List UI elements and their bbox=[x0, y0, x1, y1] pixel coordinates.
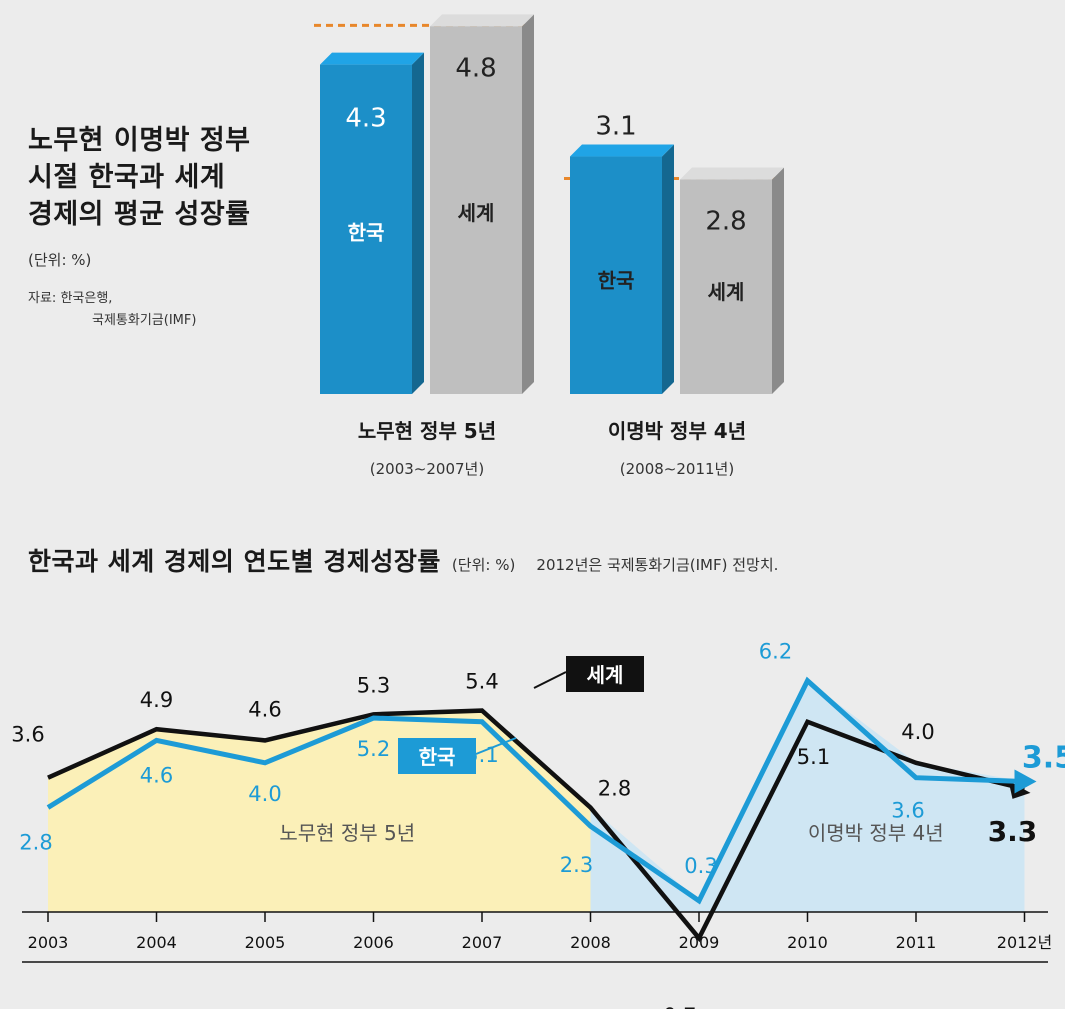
korea-bar-2-series-label: 한국 bbox=[598, 268, 635, 292]
korea-bar-1-series-label: 한국 bbox=[348, 220, 385, 244]
world-bar-1-value-label: 4.8 bbox=[455, 53, 496, 83]
world-value-2011: 4.0 bbox=[901, 720, 934, 744]
world-bar-2-side bbox=[772, 167, 784, 394]
korea-callout-leader bbox=[475, 737, 517, 755]
group-label-2: 이명박 정부 4년 bbox=[608, 419, 746, 443]
world-bar-2-value-label: 2.8 bbox=[705, 207, 746, 237]
korea-end-arrow bbox=[1014, 769, 1037, 794]
korea-line bbox=[46, 676, 1025, 905]
x-tick-label-2006: 2006 bbox=[353, 933, 394, 952]
summary-title-line-1: 노무현 이명박 정부 bbox=[28, 125, 251, 156]
world-bar-1 bbox=[430, 26, 522, 394]
world-bar-1-top bbox=[430, 14, 534, 27]
source-label: 자료: bbox=[28, 291, 57, 306]
summary-title-line-3: 경제의 평균 성장률 bbox=[28, 199, 251, 230]
korea-value-2008: 2.3 bbox=[560, 853, 593, 877]
line-chart: 노무현 정부 5년 이명박 정부 4년 2003 2004 2005 2006 2007 20… bbox=[11, 640, 1065, 1009]
region-lee-fill bbox=[590, 680, 1025, 912]
x-tick-label-2004: 2004 bbox=[136, 933, 177, 952]
korea-bar-1-side bbox=[412, 52, 424, 395]
world-value-2004: 4.9 bbox=[140, 688, 173, 712]
world-value-2003: 3.6 bbox=[11, 723, 44, 747]
korea-callout-box bbox=[398, 738, 476, 774]
world-value-2008: 2.8 bbox=[598, 777, 631, 801]
korea-value-2004: 4.6 bbox=[140, 763, 173, 787]
world-line bbox=[47, 708, 1026, 943]
korea-bar-2-top bbox=[570, 144, 674, 157]
world-value-2005: 4.6 bbox=[248, 697, 281, 721]
summary-title-line-2: 시절 한국과 세계 bbox=[28, 162, 226, 193]
x-tick-label-2009: 2009 bbox=[679, 933, 720, 952]
yearly-chart-heading: 한국과 세계 경제의 연도별 경제성장률 (단위: %) 2012년은 국제통화… bbox=[28, 542, 778, 578]
korea-value-2011: 3.6 bbox=[891, 799, 924, 823]
korea-bar-1-top bbox=[320, 52, 424, 65]
x-tick-label-2008: 2008 bbox=[570, 933, 611, 952]
yearly-chart-note: 2012년은 국제통화기금(IMF) 전망치. bbox=[536, 556, 779, 574]
summary-title-block: 노무현 이명박 정부 시절 한국과 세계 경제의 평균 성장률 (단위: %) … bbox=[28, 122, 251, 332]
world-bar-2-series-label: 세계 bbox=[708, 280, 745, 304]
world-callout-label: 세계 bbox=[587, 663, 624, 687]
world-value-2006: 5.3 bbox=[357, 673, 390, 697]
yearly-chart-title: 한국과 세계 경제의 연도별 경제성장률 bbox=[28, 547, 441, 576]
region-lee-label: 이명박 정부 4년 bbox=[808, 821, 944, 845]
x-tick-label-2003: 2003 bbox=[28, 933, 69, 952]
world-value-2010: 5.1 bbox=[797, 745, 830, 769]
world-bar-2 bbox=[680, 179, 772, 394]
source-note: 자료: 한국은행, 국제통화기금(IMF) bbox=[28, 288, 251, 332]
korea-value-2006: 5.2 bbox=[357, 737, 390, 761]
korea-value-2005: 4.0 bbox=[248, 782, 281, 806]
korea-bar-2-side bbox=[662, 144, 674, 394]
region-roh-label: 노무현 정부 5년 bbox=[279, 821, 415, 845]
korea-bar-1 bbox=[320, 64, 412, 395]
x-tick-label-2005: 2005 bbox=[245, 933, 286, 952]
group-label-1: 노무현 정부 5년 bbox=[358, 419, 496, 443]
group-period-2: (2008∼2011년) bbox=[620, 460, 734, 478]
korea-bar-2-value-label: 3.1 bbox=[595, 112, 636, 142]
summary-unit: (단위: %) bbox=[28, 251, 92, 269]
x-tick-label-2011: 2011 bbox=[896, 933, 937, 952]
korea-value-2009: 0.3 bbox=[684, 854, 717, 878]
korea-bar-1-value-label: 4.3 bbox=[345, 104, 386, 134]
x-tick-label-2010: 2010 bbox=[787, 933, 828, 952]
source-line-2: 국제통화기금(IMF) bbox=[92, 313, 197, 328]
world-bar-1-side bbox=[522, 14, 534, 394]
world-value-2009: −0.7 bbox=[646, 1004, 697, 1009]
world-bar-1-series-label: 세계 bbox=[458, 201, 495, 225]
korea-value-2003: 2.8 bbox=[19, 831, 52, 855]
world-callout-leader bbox=[533, 671, 567, 689]
world-callout-box bbox=[566, 656, 644, 692]
summary-title: 노무현 이명박 정부 시절 한국과 세계 경제의 평균 성장률 bbox=[28, 122, 251, 233]
x-tick-label-2007: 2007 bbox=[462, 933, 503, 952]
korea-bar-2 bbox=[570, 156, 662, 394]
source-line-1: 한국은행, bbox=[60, 291, 113, 306]
world-bar-2-top bbox=[680, 167, 784, 180]
world-value-2007: 5.4 bbox=[465, 670, 498, 694]
korea-callout-label: 한국 bbox=[419, 745, 456, 769]
korea-value-2012년: 3.5 bbox=[1022, 740, 1065, 775]
group-period-1: (2003∼2007년) bbox=[370, 460, 484, 478]
world-value-2012년: 3.3 bbox=[988, 815, 1038, 848]
yearly-chart-unit: (단위: %) bbox=[451, 556, 516, 574]
x-tick-label-2012년: 2012년 bbox=[997, 933, 1052, 952]
korea-value-2010: 6.2 bbox=[759, 640, 792, 664]
